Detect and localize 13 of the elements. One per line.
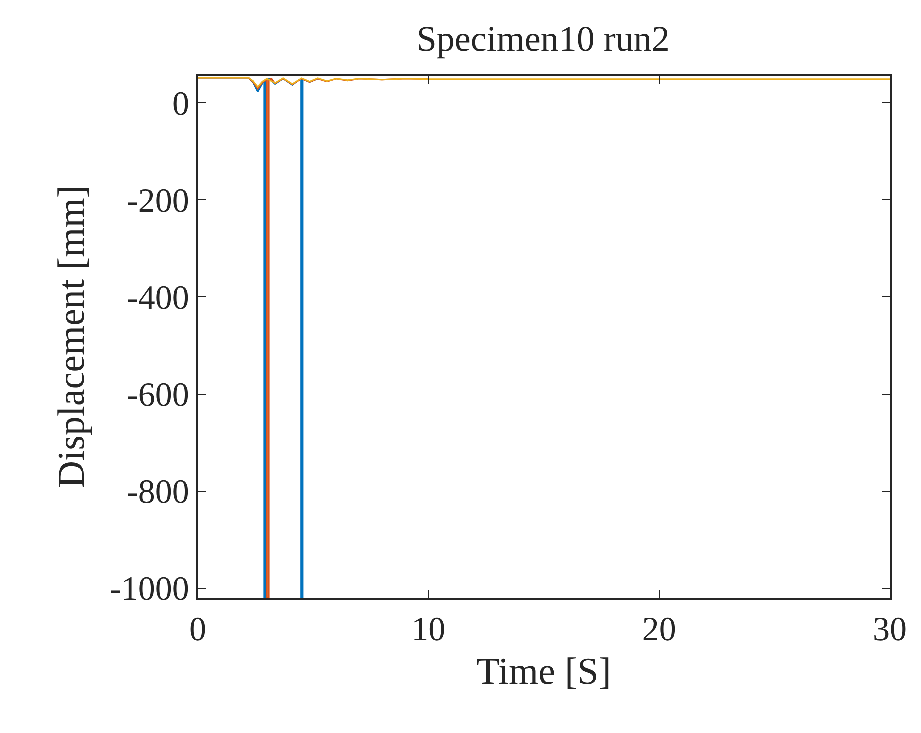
y-tick-label: -400 [127,280,190,318]
y-tick-label: -600 [127,377,190,414]
x-tick-label: 30 [873,612,907,649]
y-tick-label: -200 [127,183,190,220]
x-tick-label: 10 [412,612,446,649]
line-series [198,77,890,88]
y-tick-label: -800 [127,474,190,512]
y-tick-label: -1000 [110,571,190,608]
chart-title: Specimen10 run2 [416,18,670,59]
x-tick-label: 20 [642,612,676,649]
y-axis-title: Displacement [mm] [50,186,93,488]
x-axis-title: Time [S] [476,651,612,694]
y-tick-label: 0 [172,86,190,124]
